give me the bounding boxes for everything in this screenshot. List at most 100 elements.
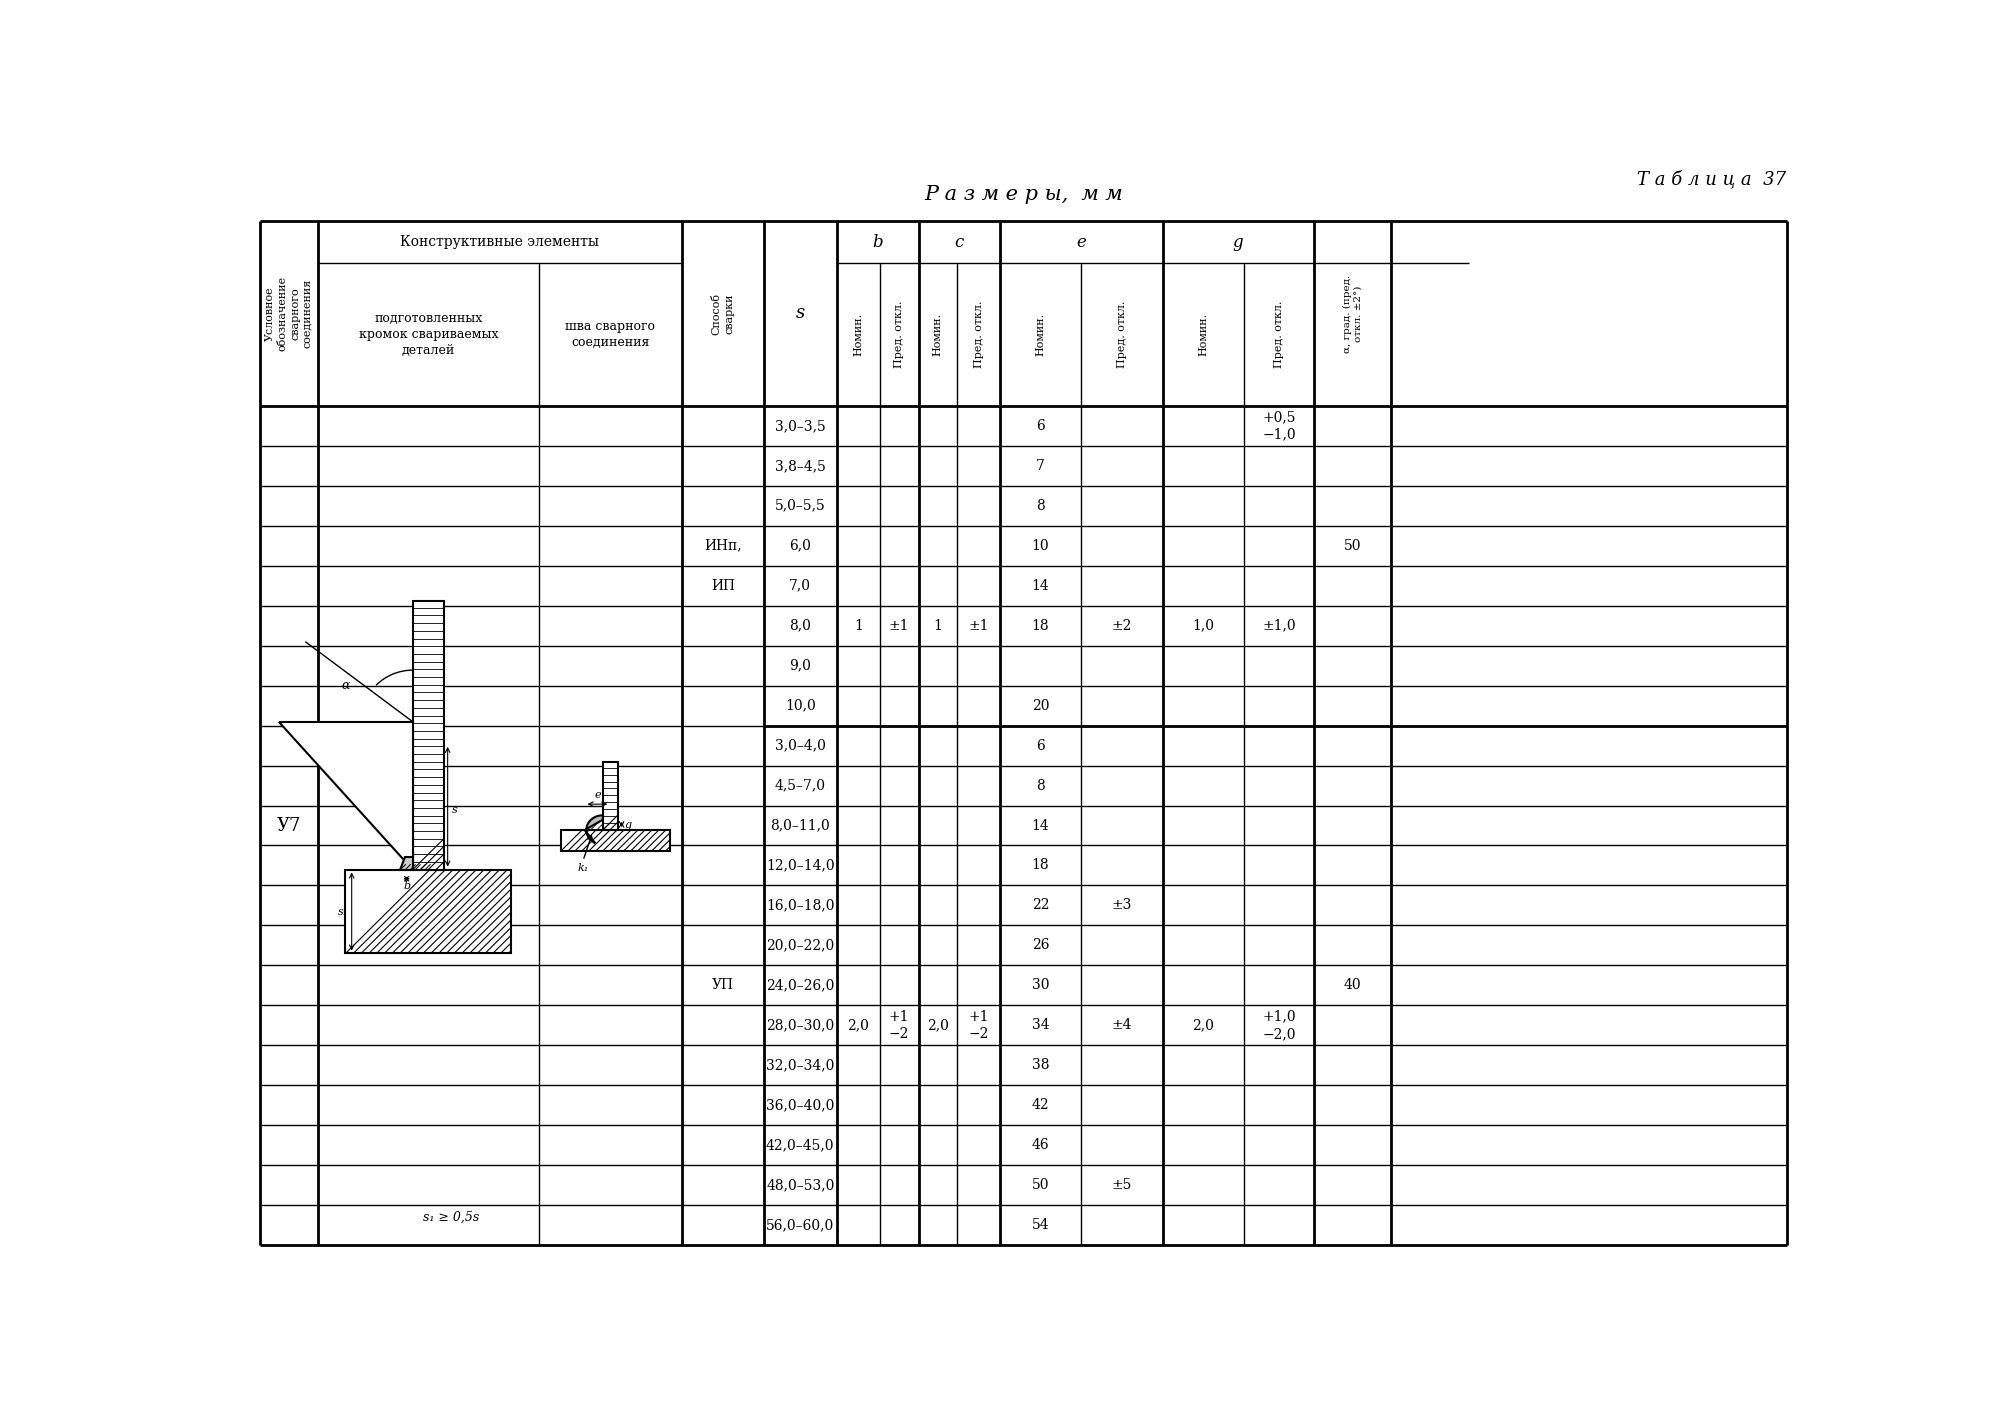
Text: α: α — [341, 680, 351, 693]
Text: Номин.: Номин. — [1198, 314, 1208, 356]
Text: 3,8–4,5: 3,8–4,5 — [774, 459, 827, 473]
Text: подготовленных
кромок свариваемых
деталей: подготовленных кромок свариваемых детале… — [359, 312, 498, 358]
Text: e: e — [1077, 234, 1087, 251]
Text: 54: 54 — [1032, 1218, 1050, 1233]
Text: Номин.: Номин. — [853, 314, 863, 356]
Text: У7: У7 — [276, 817, 300, 835]
Text: ИП: ИП — [712, 579, 734, 593]
Text: 34: 34 — [1032, 1019, 1050, 1032]
Text: 20: 20 — [1032, 698, 1048, 712]
Text: 18: 18 — [1032, 618, 1050, 633]
Text: 9,0: 9,0 — [790, 658, 810, 673]
Bar — [603, 762, 617, 829]
Text: УП: УП — [712, 979, 734, 992]
Text: 14: 14 — [1032, 579, 1050, 593]
Text: Р а з м е р ы,  м м: Р а з м е р ы, м м — [923, 185, 1123, 204]
Text: 8: 8 — [1036, 499, 1044, 513]
Text: 2,0: 2,0 — [927, 1019, 950, 1032]
Text: 48,0–53,0: 48,0–53,0 — [766, 1178, 835, 1193]
Text: c: c — [405, 855, 411, 865]
Text: 2,0: 2,0 — [847, 1019, 869, 1032]
Text: ±1: ±1 — [889, 618, 909, 633]
Text: ±2: ±2 — [1111, 618, 1133, 633]
Text: Пред. откл.: Пред. откл. — [895, 301, 903, 368]
Bar — [413, 601, 444, 869]
Text: +1,0
−2,0: +1,0 −2,0 — [1262, 1010, 1296, 1042]
Text: Т а б л и ц а  37: Т а б л и ц а 37 — [1637, 170, 1786, 188]
Polygon shape — [278, 722, 413, 869]
Text: 8,0–11,0: 8,0–11,0 — [770, 818, 831, 832]
Text: 2,0: 2,0 — [1191, 1019, 1214, 1032]
Text: ±5: ±5 — [1111, 1178, 1133, 1193]
Text: 6: 6 — [1036, 419, 1044, 433]
Text: 1,0: 1,0 — [1191, 618, 1214, 633]
Text: 18: 18 — [1032, 858, 1050, 872]
Text: 10,0: 10,0 — [784, 698, 816, 712]
Text: 3,0–4,0: 3,0–4,0 — [774, 738, 827, 752]
Text: 20,0–22,0: 20,0–22,0 — [766, 939, 835, 952]
Text: Пред. откл.: Пред. откл. — [1274, 301, 1284, 368]
Text: b: b — [403, 881, 409, 891]
Text: 8,0: 8,0 — [790, 618, 810, 633]
Text: 28,0–30,0: 28,0–30,0 — [766, 1019, 835, 1032]
Text: 30: 30 — [1032, 979, 1048, 992]
Bar — [560, 829, 671, 851]
Text: Конструктивные элементы: Конструктивные элементы — [401, 235, 599, 249]
Text: 56,0–60,0: 56,0–60,0 — [766, 1218, 835, 1233]
Text: 14: 14 — [1032, 818, 1050, 832]
Text: 1: 1 — [855, 618, 863, 633]
Text: k₁: k₁ — [577, 864, 589, 874]
Text: Пред. откл.: Пред. откл. — [1117, 301, 1127, 368]
Text: 40: 40 — [1345, 979, 1361, 992]
Text: 24,0–26,0: 24,0–26,0 — [766, 979, 835, 992]
Text: 3,0–3,5: 3,0–3,5 — [774, 419, 827, 433]
Text: Номин.: Номин. — [1036, 314, 1046, 356]
Text: 42: 42 — [1032, 1099, 1050, 1113]
Text: ±3: ±3 — [1111, 898, 1133, 912]
Text: s₁ ≥ 0,5s: s₁ ≥ 0,5s — [423, 1211, 480, 1224]
Text: 26: 26 — [1032, 939, 1048, 952]
Text: Номин.: Номин. — [933, 314, 943, 356]
Text: c: c — [954, 234, 964, 251]
Text: α, град. (пред.
откл. ±2°): α, град. (пред. откл. ±2°) — [1343, 275, 1363, 352]
Text: 38: 38 — [1032, 1059, 1048, 1072]
Text: 12,0–14,0: 12,0–14,0 — [766, 858, 835, 872]
Text: 50: 50 — [1032, 1178, 1048, 1193]
Text: e: e — [595, 791, 601, 801]
Text: 46: 46 — [1032, 1139, 1050, 1153]
Polygon shape — [585, 815, 603, 844]
Text: 16,0–18,0: 16,0–18,0 — [766, 898, 835, 912]
Text: +1
−2: +1 −2 — [968, 1010, 988, 1042]
Polygon shape — [401, 858, 413, 869]
Text: s₁: s₁ — [339, 906, 349, 916]
Text: Условное
обозначение
сварного
соединения: Условное обозначение сварного соединения — [266, 276, 312, 351]
Text: s: s — [796, 305, 804, 322]
Text: 36,0–40,0: 36,0–40,0 — [766, 1099, 835, 1113]
Text: +0,5
−1,0: +0,5 −1,0 — [1262, 410, 1296, 442]
Text: g: g — [625, 819, 631, 829]
Text: b: b — [873, 234, 883, 251]
Text: ±1: ±1 — [968, 618, 988, 633]
Text: 7,0: 7,0 — [790, 579, 810, 593]
Text: 1: 1 — [933, 618, 941, 633]
Bar — [345, 869, 512, 953]
Text: 6,0: 6,0 — [790, 539, 810, 553]
Text: 50: 50 — [1345, 539, 1361, 553]
Text: s: s — [452, 805, 458, 815]
Text: шва сварного
соединения: шва сварного соединения — [564, 321, 655, 349]
Text: 32,0–34,0: 32,0–34,0 — [766, 1059, 835, 1072]
Text: 8: 8 — [1036, 778, 1044, 792]
Text: Пред. откл.: Пред. откл. — [974, 301, 984, 368]
Text: 42,0–45,0: 42,0–45,0 — [766, 1139, 835, 1153]
Text: 4,5–7,0: 4,5–7,0 — [774, 778, 827, 792]
Text: 6: 6 — [1036, 738, 1044, 752]
Text: 22: 22 — [1032, 898, 1048, 912]
Text: 5,0–5,5: 5,0–5,5 — [774, 499, 827, 513]
Text: ±1,0: ±1,0 — [1262, 618, 1296, 633]
Text: 10: 10 — [1032, 539, 1050, 553]
Text: +1
−2: +1 −2 — [889, 1010, 909, 1042]
Text: 7: 7 — [1036, 459, 1044, 473]
Text: g: g — [1234, 234, 1244, 251]
Text: ИНп,: ИНп, — [704, 539, 742, 553]
Text: Способ
сварки: Способ сварки — [712, 292, 734, 335]
